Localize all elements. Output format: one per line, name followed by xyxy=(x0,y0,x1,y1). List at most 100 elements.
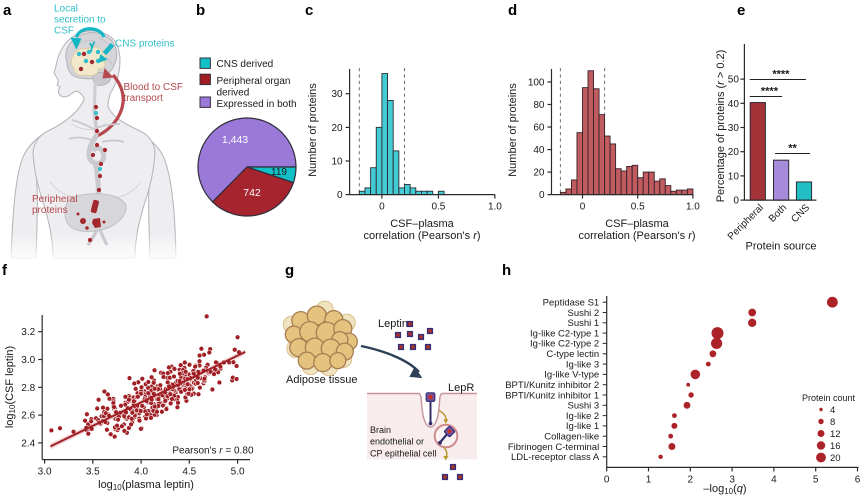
svg-text:–log10(q): –log10(q) xyxy=(703,483,746,496)
svg-text:Local: Local xyxy=(54,4,78,15)
svg-text:20: 20 xyxy=(728,147,740,158)
svg-text:CSF: CSF xyxy=(54,26,74,37)
svg-text:1.0: 1.0 xyxy=(686,202,700,213)
svg-text:60: 60 xyxy=(533,123,545,134)
svg-text:correlation (Pearson's r): correlation (Pearson's r) xyxy=(578,230,695,242)
svg-text:3: 3 xyxy=(729,474,735,485)
svg-text:20: 20 xyxy=(830,453,841,464)
svg-text:Number of proteins: Number of proteins xyxy=(307,83,319,177)
svg-text:8: 8 xyxy=(830,417,835,428)
svg-text:Sushi 2: Sushi 2 xyxy=(568,308,600,319)
svg-text:30: 30 xyxy=(331,89,343,100)
svg-text:Blood to CSF: Blood to CSF xyxy=(124,82,183,93)
svg-text:3.0: 3.0 xyxy=(38,467,52,478)
svg-text:derived: derived xyxy=(217,88,250,99)
svg-text:Pearson's r = 0.80: Pearson's r = 0.80 xyxy=(172,446,254,457)
svg-text:0: 0 xyxy=(539,190,545,201)
svg-text:0: 0 xyxy=(604,474,610,485)
svg-text:C-type lectin: C-type lectin xyxy=(546,349,599,360)
svg-text:Sushi 3: Sushi 3 xyxy=(568,401,600,412)
svg-text:Ig-like 1: Ig-like 1 xyxy=(566,421,599,432)
svg-text:3.2: 3.2 xyxy=(21,327,35,338)
svg-text:0: 0 xyxy=(337,190,343,201)
svg-text:4: 4 xyxy=(830,405,835,416)
svg-text:10: 10 xyxy=(728,171,740,182)
svg-text:0.5: 0.5 xyxy=(631,202,645,213)
svg-text:3.0: 3.0 xyxy=(21,355,35,366)
svg-text:transport: transport xyxy=(124,93,164,104)
svg-text:Ig-like 2: Ig-like 2 xyxy=(566,411,599,422)
svg-text:20: 20 xyxy=(533,168,545,179)
svg-text:0: 0 xyxy=(580,202,586,213)
svg-text:Protein count: Protein count xyxy=(802,393,856,403)
svg-text:80: 80 xyxy=(533,100,545,111)
svg-text:secretion to: secretion to xyxy=(54,15,106,26)
svg-text:****: **** xyxy=(772,69,790,81)
svg-text:50: 50 xyxy=(728,75,740,86)
svg-text:100: 100 xyxy=(528,78,545,89)
svg-text:1.0: 1.0 xyxy=(488,202,502,213)
svg-text:4.5: 4.5 xyxy=(182,467,196,478)
svg-text:Sushi 1: Sushi 1 xyxy=(568,318,600,329)
svg-text:1: 1 xyxy=(646,474,652,485)
svg-text:1,443: 1,443 xyxy=(222,134,248,146)
svg-text:proteins: proteins xyxy=(32,205,68,216)
svg-text:2.4: 2.4 xyxy=(21,438,35,449)
svg-text:Expressed in both: Expressed in both xyxy=(217,99,297,110)
svg-text:correlation (Pearson's r): correlation (Pearson's r) xyxy=(363,230,480,242)
svg-text:**: ** xyxy=(788,143,797,155)
svg-text:0.5: 0.5 xyxy=(431,202,445,213)
svg-text:Both: Both xyxy=(767,202,789,224)
svg-text:CNS derived: CNS derived xyxy=(217,59,274,70)
svg-text:CNS proteins: CNS proteins xyxy=(115,39,174,50)
svg-text:Ig-like V-type: Ig-like V-type xyxy=(544,370,599,381)
svg-text:Percentage of proteins (r > 0.: Percentage of proteins (r > 0.2) xyxy=(715,50,727,203)
svg-text:30: 30 xyxy=(728,123,740,134)
svg-text:20: 20 xyxy=(331,123,343,134)
svg-text:CSF–plasma: CSF–plasma xyxy=(390,218,454,230)
svg-text:Brain: Brain xyxy=(370,425,391,435)
svg-text:log10(plasma leptin): log10(plasma leptin) xyxy=(98,479,194,492)
svg-text:6: 6 xyxy=(855,474,861,485)
svg-text:Ig-like 3: Ig-like 3 xyxy=(566,359,599,370)
svg-text:endothelial or: endothelial or xyxy=(370,437,424,447)
svg-text:LepR: LepR xyxy=(448,382,474,394)
svg-text:40: 40 xyxy=(728,99,740,110)
svg-text:3.5: 3.5 xyxy=(86,467,100,478)
svg-text:Adipose tissue: Adipose tissue xyxy=(286,374,358,386)
svg-text:Fibrinogen C-terminal: Fibrinogen C-terminal xyxy=(508,442,599,453)
svg-text:LDL-receptor class A: LDL-receptor class A xyxy=(511,452,600,463)
svg-text:Peripheral: Peripheral xyxy=(726,202,766,242)
svg-text:4.0: 4.0 xyxy=(134,467,148,478)
svg-text:4: 4 xyxy=(771,474,777,485)
svg-text:5: 5 xyxy=(813,474,819,485)
svg-text:Peripheral organ: Peripheral organ xyxy=(217,76,291,87)
svg-text:CNS: CNS xyxy=(789,202,812,225)
svg-text:2.6: 2.6 xyxy=(21,411,35,422)
svg-text:40: 40 xyxy=(533,145,545,156)
svg-text:Protein source: Protein source xyxy=(746,241,817,253)
svg-text:CP epithelial cell: CP epithelial cell xyxy=(370,448,436,458)
svg-text:BPTI/Kunitz inhibitor 1: BPTI/Kunitz inhibitor 1 xyxy=(505,390,599,401)
svg-text:2: 2 xyxy=(688,474,694,485)
svg-text:2.8: 2.8 xyxy=(21,383,35,394)
svg-text:742: 742 xyxy=(243,187,261,199)
svg-text:Peptidase S1: Peptidase S1 xyxy=(543,298,600,309)
svg-text:log10(CSF leptin): log10(CSF leptin) xyxy=(4,346,17,428)
svg-text:Ig-like C2-type 1: Ig-like C2-type 1 xyxy=(530,328,599,339)
svg-text:0: 0 xyxy=(379,202,385,213)
svg-text:5.0: 5.0 xyxy=(231,467,245,478)
svg-text:10: 10 xyxy=(331,157,343,168)
svg-text:Collagen-like: Collagen-like xyxy=(544,432,599,443)
svg-text:16: 16 xyxy=(830,441,841,452)
svg-text:12: 12 xyxy=(830,429,841,440)
svg-text:Peripheral: Peripheral xyxy=(32,194,78,205)
svg-text:0: 0 xyxy=(733,196,739,207)
svg-text:Ig-like C2-type 2: Ig-like C2-type 2 xyxy=(530,339,599,350)
svg-text:****: **** xyxy=(761,86,779,98)
svg-text:119: 119 xyxy=(271,167,287,178)
svg-text:BPTI/Kunitz inhibitor 2: BPTI/Kunitz inhibitor 2 xyxy=(505,380,599,391)
svg-text:Number of proteins: Number of proteins xyxy=(507,83,519,177)
svg-text:CSF–plasma: CSF–plasma xyxy=(605,218,669,230)
svg-text:Leptin: Leptin xyxy=(378,318,408,330)
